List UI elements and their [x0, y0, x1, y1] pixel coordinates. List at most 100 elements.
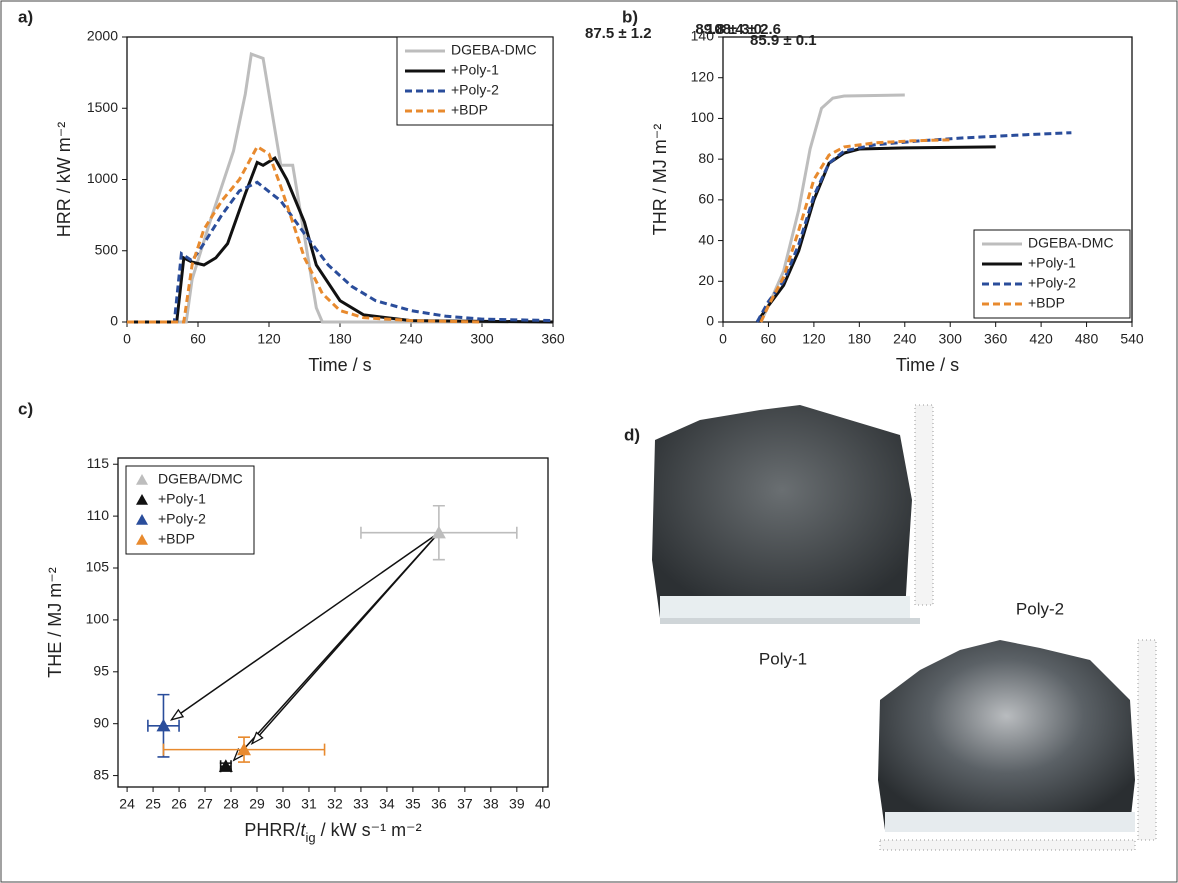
legend-label: +BDP — [158, 531, 195, 547]
y-tick-label: 100 — [691, 109, 715, 125]
legend-label: +Poly-2 — [158, 511, 206, 527]
marker — [237, 742, 252, 756]
x-tick-label: 34 — [379, 796, 395, 812]
y-tick-label: 500 — [95, 241, 119, 257]
legend-label: +Poly-2 — [451, 82, 499, 98]
x-tick-label: 480 — [1075, 331, 1099, 347]
y-tick-label: 0 — [706, 313, 714, 329]
arrow — [251, 532, 440, 745]
x-tick-label: 30 — [275, 796, 291, 812]
arrow-head — [250, 731, 264, 746]
x-axis-label: Time / s — [896, 355, 959, 375]
x-tick-label: 26 — [171, 796, 187, 812]
x-tick-label: 180 — [328, 331, 352, 347]
panel-label: b) — [622, 7, 638, 26]
x-tick-label: 38 — [483, 796, 499, 812]
x-tick-label: 0 — [123, 331, 131, 347]
y-tick-label: 0 — [110, 313, 118, 329]
x-tick-label: 360 — [541, 331, 565, 347]
x-tick-label: 420 — [1029, 331, 1053, 347]
y-tick-label: 2000 — [87, 28, 118, 44]
x-axis-label-part: PHRR/ — [244, 820, 300, 840]
legend-marker — [136, 474, 148, 485]
y-tick-label: 110 — [87, 507, 110, 523]
arrow-head — [169, 708, 185, 721]
x-tick-label: 360 — [984, 331, 1008, 347]
y-tick-label: 20 — [698, 272, 714, 288]
x-tick-label: 33 — [353, 796, 369, 812]
x-tick-label: 39 — [509, 796, 525, 812]
y-axis-label: THE / MJ m⁻² — [45, 567, 65, 678]
legend-label: DGEBA-DMC — [451, 42, 537, 58]
x-axis-label: PHRR/tig / kW s⁻¹ m⁻² — [244, 820, 421, 845]
legend-label: +BDP — [451, 102, 488, 118]
y-tick-label: 105 — [86, 559, 110, 575]
annotation: 89.8 ± 3.0 — [695, 21, 762, 38]
x-tick-label: 24 — [119, 796, 135, 812]
legend-label: +Poly-1 — [451, 62, 499, 78]
x-tick-label: 36 — [431, 796, 447, 812]
x-tick-label: 0 — [719, 331, 727, 347]
photo-caption: Poly-2 — [1016, 599, 1064, 618]
y-tick-label: 40 — [698, 231, 714, 247]
annotation: 87.5 ± 1.2 — [585, 25, 652, 42]
legend-label: +Poly-1 — [158, 491, 206, 507]
x-tick-label: 31 — [301, 796, 317, 812]
x-tick-label: 40 — [535, 796, 551, 812]
x-tick-label: 240 — [893, 331, 917, 347]
x-tick-label: 37 — [457, 796, 473, 812]
x-tick-label: 27 — [197, 796, 213, 812]
x-axis-label-part: / kW s⁻¹ m⁻² — [316, 820, 422, 840]
legend-label: +Poly-2 — [1028, 275, 1076, 291]
x-tick-label: 540 — [1120, 331, 1144, 347]
legend-marker — [136, 494, 148, 505]
y-tick-label: 115 — [87, 455, 110, 471]
series-line — [759, 138, 951, 323]
marker — [156, 718, 171, 732]
series-line — [127, 52, 553, 324]
legend-label: +BDP — [1028, 295, 1065, 311]
x-tick-label: 180 — [848, 331, 872, 347]
y-tick-label: 1500 — [87, 99, 118, 115]
x-tick-label: 60 — [190, 331, 206, 347]
legend-marker — [136, 514, 148, 525]
photo-caption: Poly-1 — [759, 649, 807, 668]
x-tick-label: 300 — [470, 331, 494, 347]
legend-box — [125, 465, 255, 555]
y-axis-label: HRR / kW m⁻² — [54, 122, 74, 237]
y-tick-label: 120 — [691, 68, 715, 84]
plot-frame — [722, 36, 1133, 323]
x-tick-label: 28 — [223, 796, 239, 812]
x-tick-label: 120 — [802, 331, 826, 347]
x-axis-label-part: ig — [305, 830, 315, 845]
marker — [218, 759, 233, 772]
series-line — [127, 180, 554, 324]
panel-label: a) — [18, 7, 33, 26]
x-tick-label: 300 — [939, 331, 963, 347]
series-line — [127, 144, 483, 324]
x-tick-label: 60 — [761, 331, 777, 347]
x-tick-label: 35 — [405, 796, 421, 812]
y-tick-label: 140 — [691, 28, 715, 44]
y-tick-label: 90 — [93, 714, 109, 730]
legend-marker — [136, 534, 148, 545]
x-tick-label: 240 — [399, 331, 423, 347]
legend-label: DGEBA/DMC — [158, 471, 243, 487]
legend-label: +Poly-1 — [1028, 255, 1076, 271]
y-tick-label: 80 — [698, 150, 714, 166]
series-line — [127, 156, 554, 324]
marker — [431, 525, 446, 539]
x-tick-label: 32 — [327, 796, 343, 812]
panel-label: c) — [18, 399, 33, 418]
y-tick-label: 85 — [93, 766, 109, 782]
arrow — [171, 532, 440, 721]
y-axis-label: THR / MJ m⁻² — [650, 124, 670, 235]
x-axis-label-part: t — [300, 820, 306, 840]
y-tick-label: 60 — [698, 191, 714, 207]
y-tick-label: 100 — [86, 611, 110, 627]
y-tick-label: 95 — [93, 663, 109, 679]
x-tick-label: 25 — [145, 796, 161, 812]
legend-label: DGEBA-DMC — [1028, 235, 1114, 251]
series-line — [755, 131, 1072, 323]
